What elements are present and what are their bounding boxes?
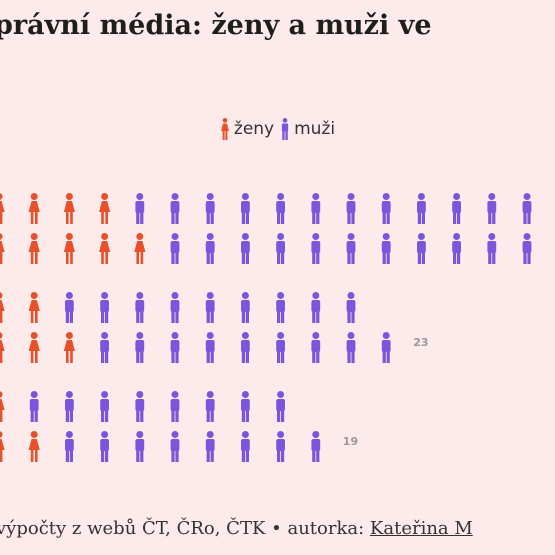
- male-icon: [281, 118, 289, 140]
- man-icon: [100, 292, 109, 323]
- man-icon: [241, 193, 250, 224]
- pictogram-chart: 23 19: [0, 193, 532, 462]
- woman-icon: [63, 233, 75, 264]
- man-icon: [311, 292, 321, 323]
- chart-title: právní média: ženy a muži ve: [0, 10, 432, 41]
- man-icon: [100, 332, 109, 363]
- woman-icon: [134, 233, 146, 264]
- row-total-label: 23: [413, 336, 428, 349]
- woman-icon: [0, 193, 5, 224]
- woman-icon: [28, 431, 40, 462]
- man-icon: [170, 391, 180, 422]
- woman-icon: [0, 391, 5, 422]
- legend-item-men: muži: [280, 118, 335, 140]
- man-icon: [170, 431, 180, 462]
- woman-icon: [0, 332, 5, 363]
- man-icon: [205, 332, 215, 363]
- man-icon: [241, 431, 250, 462]
- man-icon: [522, 193, 532, 224]
- man-icon: [276, 233, 285, 264]
- woman-icon: [0, 292, 5, 323]
- man-icon: [346, 193, 356, 224]
- man-icon: [29, 391, 39, 422]
- man-icon: [276, 193, 285, 224]
- man-icon: [205, 233, 215, 264]
- man-icon: [241, 391, 250, 422]
- man-icon: [170, 292, 180, 323]
- man-icon: [311, 233, 321, 264]
- man-icon: [205, 193, 215, 224]
- man-icon: [452, 233, 461, 264]
- woman-icon: [0, 233, 5, 264]
- footer: výpočty z webů ČT, ČRo, ČTK • autorka: K…: [0, 518, 473, 539]
- footer-source: výpočty z webů ČT, ČRo, ČTK • autorka:: [0, 518, 370, 539]
- man-icon: [417, 233, 426, 264]
- woman-icon: [28, 332, 40, 363]
- man-icon: [135, 332, 145, 363]
- man-icon: [170, 332, 180, 363]
- man-icon: [241, 332, 250, 363]
- man-icon: [381, 233, 391, 264]
- man-icon: [381, 193, 391, 224]
- legend-item-women: ženy: [220, 118, 274, 140]
- man-icon: [381, 332, 391, 363]
- man-icon: [65, 391, 74, 422]
- man-icon: [276, 391, 285, 422]
- woman-icon: [63, 193, 75, 224]
- man-icon: [241, 233, 250, 264]
- author-link[interactable]: Kateřina M: [369, 518, 473, 539]
- man-icon: [346, 292, 356, 323]
- man-icon: [135, 431, 145, 462]
- man-icon: [487, 233, 497, 264]
- man-icon: [205, 431, 215, 462]
- man-icon: [205, 391, 215, 422]
- legend: ženy muži: [0, 118, 555, 140]
- man-icon: [135, 193, 145, 224]
- woman-icon: [28, 233, 40, 264]
- man-icon: [311, 431, 321, 462]
- man-icon: [452, 193, 461, 224]
- woman-icon: [99, 193, 111, 224]
- man-icon: [417, 193, 426, 224]
- man-icon: [346, 233, 356, 264]
- man-icon: [311, 332, 321, 363]
- man-icon: [65, 431, 74, 462]
- man-icon: [170, 193, 180, 224]
- man-icon: [135, 292, 145, 323]
- man-icon: [276, 332, 285, 363]
- woman-icon: [0, 431, 5, 462]
- legend-label-men: muži: [294, 119, 336, 139]
- man-icon: [346, 332, 356, 363]
- man-icon: [135, 391, 145, 422]
- woman-icon: [28, 292, 40, 323]
- row-total-label: 19: [343, 435, 358, 448]
- woman-icon: [28, 193, 40, 224]
- man-icon: [100, 391, 109, 422]
- man-icon: [100, 431, 109, 462]
- man-icon: [65, 292, 74, 323]
- woman-icon: [63, 332, 75, 363]
- man-icon: [241, 292, 250, 323]
- woman-icon: [99, 233, 111, 264]
- man-icon: [205, 292, 215, 323]
- man-icon: [170, 233, 180, 264]
- man-icon: [276, 292, 285, 323]
- man-icon: [276, 431, 285, 462]
- man-icon: [487, 193, 497, 224]
- legend-label-women: ženy: [233, 119, 275, 139]
- man-icon: [311, 193, 321, 224]
- female-icon: [220, 118, 229, 140]
- man-icon: [522, 233, 532, 264]
